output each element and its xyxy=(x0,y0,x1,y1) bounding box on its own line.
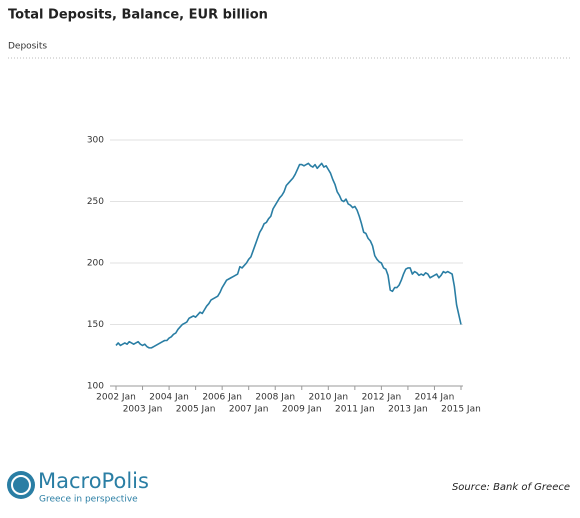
x-tick-label: 2011 Jan xyxy=(335,405,375,415)
source: Source: Bank of Greece xyxy=(452,482,570,493)
x-tick-label: 2004 Jan xyxy=(149,393,189,403)
y-tick-label: 100 xyxy=(87,382,104,392)
x-tick-label: 2007 Jan xyxy=(229,405,269,415)
y-tick-label: 200 xyxy=(87,259,104,269)
x-tick-label: 2002 Jan xyxy=(96,393,136,403)
y-tick-label: 250 xyxy=(87,197,104,207)
x-tick-label: 2009 Jan xyxy=(282,405,322,415)
data-line xyxy=(115,162,462,349)
x-tick-label: 2005 Jan xyxy=(176,405,216,415)
x-tick-label: 2008 Jan xyxy=(255,393,295,403)
y-tick-label: 300 xyxy=(87,136,104,146)
x-tick-label: 2006 Jan xyxy=(202,393,242,403)
x-tick-label: 2003 Jan xyxy=(123,405,163,415)
x-tick-label: 2012 Jan xyxy=(362,393,402,403)
logo-icon-ring xyxy=(11,475,31,495)
brand: MacroPolis xyxy=(38,469,149,493)
x-tick-label: 2010 Jan xyxy=(308,393,348,403)
x-tick-label: 2015 Jan xyxy=(441,405,481,415)
tagline: Greece in perspective xyxy=(39,495,138,505)
y-tick-label: 150 xyxy=(87,320,104,330)
x-tick-label: 2013 Jan xyxy=(388,405,428,415)
chart-subtitle: Deposits xyxy=(8,42,47,52)
chart-title: Total Deposits, Balance, EUR billion xyxy=(8,8,268,23)
logo: MacroPolis Greece in perspective xyxy=(7,469,149,505)
x-tick-label: 2014 Jan xyxy=(415,393,455,403)
